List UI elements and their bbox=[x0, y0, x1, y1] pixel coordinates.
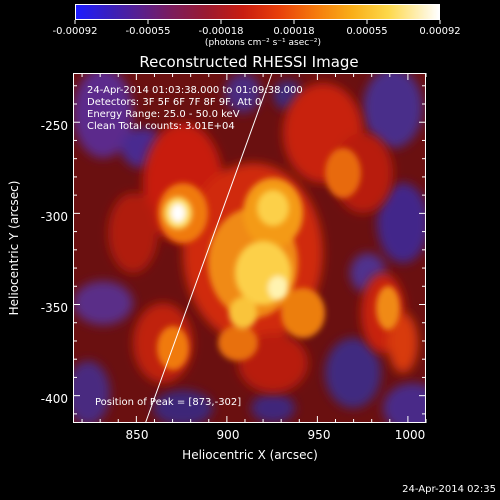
colorbar bbox=[75, 4, 440, 20]
plot-frame bbox=[73, 73, 426, 423]
colorbar-tick-label: -0.00055 bbox=[125, 26, 171, 37]
x-axis-title: Heliocentric X (arcsec) bbox=[182, 448, 318, 462]
time-range-text: 24-Apr-2014 01:03:38.000 to 01:09:38.000 bbox=[87, 85, 303, 96]
colorbar-tick-label: -0.00092 bbox=[52, 26, 98, 37]
y-tick-label: -300 bbox=[40, 210, 68, 224]
y-tick-label: -250 bbox=[40, 119, 68, 133]
colorbar-tick-label: 0.00055 bbox=[346, 26, 388, 37]
x-tick-label: 850 bbox=[125, 428, 149, 442]
plot-title: Reconstructed RHESSI Image bbox=[139, 53, 359, 71]
negative-regions bbox=[73, 73, 426, 423]
colorbar-unit-label: (photons cm⁻² s⁻¹ asec⁻²) bbox=[204, 38, 322, 48]
x-tick-label: 950 bbox=[307, 428, 331, 442]
y-tick-label: -350 bbox=[40, 301, 68, 315]
clean-counts-text: Clean Total counts: 3.01E+04 bbox=[87, 121, 235, 132]
colorbar-tick-label: 0.00092 bbox=[419, 26, 461, 37]
y-tick-label: -400 bbox=[40, 392, 68, 406]
colorbar-gradient bbox=[75, 4, 440, 20]
solar-limb-line bbox=[144, 73, 273, 423]
plot-area: 24-Apr-2014 01:03:38.000 to 01:09:38.000… bbox=[73, 73, 426, 423]
energy-range-text: Energy Range: 25.0 - 50.0 keV bbox=[87, 109, 240, 120]
emission-peak bbox=[164, 190, 291, 329]
colorbar-tick-label: -0.00018 bbox=[198, 26, 244, 37]
colorbar-tick-label: 0.00018 bbox=[273, 26, 315, 37]
y-axis-title: Heliocentric Y (arcsec) bbox=[7, 180, 21, 316]
rhessi-image bbox=[73, 73, 426, 423]
peak-position-text: Position of Peak = [873,-302] bbox=[95, 397, 242, 408]
x-tick-label: 900 bbox=[216, 428, 240, 442]
detectors-text: Detectors: 3F 5F 6F 7F 8F 9F, Att 0 bbox=[87, 97, 262, 108]
x-tick-label: 1000 bbox=[394, 428, 426, 442]
timestamp: 24-Apr-2014 02:35 bbox=[402, 484, 496, 495]
